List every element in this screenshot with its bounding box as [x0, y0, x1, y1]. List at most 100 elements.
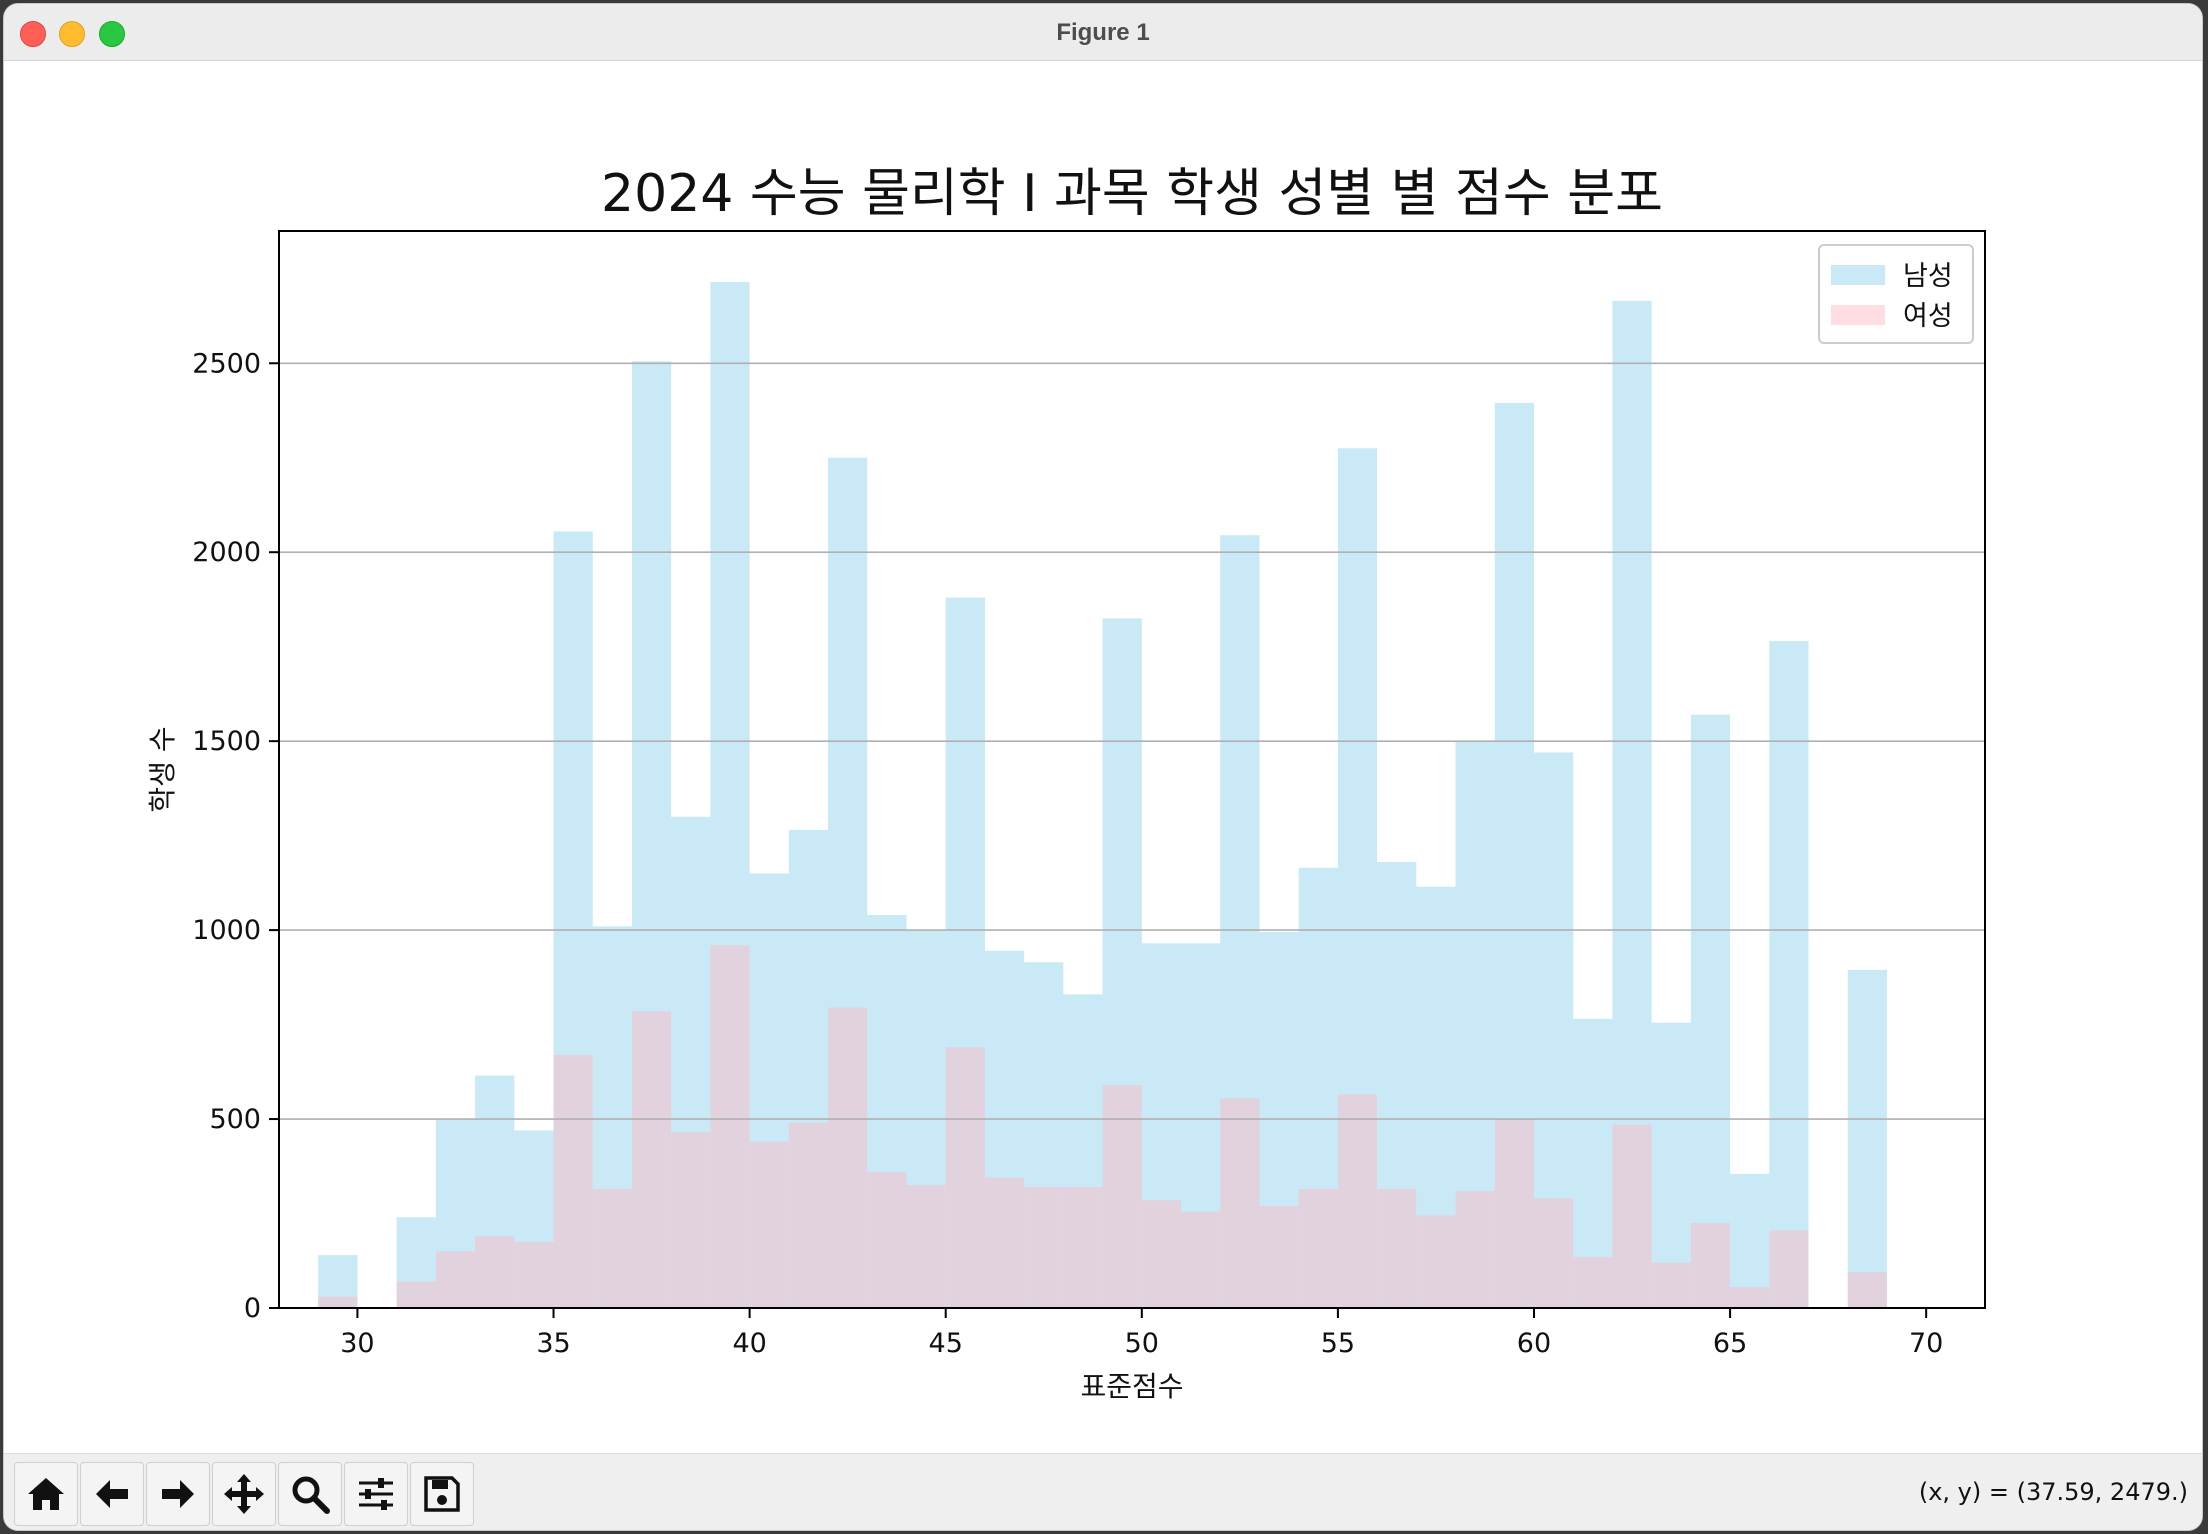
maximize-window-button[interactable] — [99, 21, 125, 47]
chart-title: 2024 수능 물리학 I 과목 학생 성별 별 점수 분포 — [601, 164, 1663, 224]
male-bar — [1416, 886, 1456, 1308]
male-bar — [1377, 862, 1417, 1308]
female-bar — [1298, 1188, 1338, 1308]
title-bar: Figure 1 — [4, 4, 2202, 61]
female-bar — [1337, 1094, 1378, 1308]
male-bar — [1769, 641, 1809, 1308]
back-button[interactable] — [80, 1462, 144, 1526]
male-bar — [1612, 300, 1652, 1308]
figure-window: Figure 1 0 500 1000 1500 2000 2500 30 35 40 45 50 5… — [4, 4, 2202, 1530]
male-bar — [396, 1217, 436, 1308]
forward-button[interactable] — [146, 1462, 210, 1526]
male-bar — [671, 816, 711, 1308]
legend-box — [1818, 244, 1974, 344]
female-bar — [1690, 1222, 1731, 1308]
female-bar — [435, 1251, 476, 1308]
y-tick-label: 500 — [209, 1104, 261, 1135]
female-bar — [1063, 1187, 1103, 1308]
x-tick-label: 40 — [732, 1328, 766, 1359]
male-bar — [1730, 1173, 1770, 1308]
female-bar — [945, 1047, 985, 1308]
female-bar — [1220, 1098, 1260, 1308]
configure-subplots-icon — [359, 1478, 393, 1510]
male-bar — [1024, 962, 1064, 1308]
female-bar — [1612, 1124, 1652, 1308]
male-bar — [1220, 535, 1260, 1308]
y-tick-label: 0 — [244, 1293, 261, 1324]
male-bar — [1259, 931, 1299, 1308]
male-bar — [1337, 448, 1378, 1309]
female-bar — [1455, 1190, 1495, 1308]
home-icon — [28, 1478, 64, 1510]
male-bar — [828, 457, 868, 1309]
male-bar — [1102, 618, 1142, 1308]
minimize-window-button[interactable] — [59, 21, 85, 47]
female-bar — [553, 1054, 593, 1308]
pan-button[interactable] — [212, 1462, 276, 1526]
x-axis-label: 표준점수 — [1080, 1370, 1183, 1403]
close-window-button[interactable] — [20, 21, 46, 47]
male-bar — [475, 1075, 515, 1308]
male-bar — [1690, 714, 1731, 1308]
navigation-toolbar: (x, y) = (37.59, 2479.) — [4, 1453, 2202, 1530]
legend-swatch — [1831, 265, 1885, 285]
zoom-button[interactable] — [278, 1462, 342, 1526]
legend-label: 남성 — [1903, 261, 1953, 292]
plot-frame — [278, 230, 1986, 1309]
x-tick-label: 55 — [1321, 1328, 1355, 1359]
forward-arrow-icon — [162, 1480, 194, 1508]
female-bar — [1573, 1256, 1613, 1308]
female-bar — [1651, 1262, 1691, 1308]
female-bar — [1141, 1200, 1182, 1308]
male-bar — [592, 926, 632, 1308]
male-bar — [1573, 1018, 1613, 1308]
legend-label: 여성 — [1903, 301, 1953, 332]
female-bar — [1024, 1187, 1064, 1308]
female-bar — [828, 1007, 868, 1308]
cursor-coordinates: (x, y) = (37.59, 2479.) — [1918, 1478, 2188, 1506]
female-bar — [984, 1177, 1025, 1308]
x-tick-label: 60 — [1517, 1328, 1551, 1359]
y-tick-label: 2000 — [192, 537, 261, 568]
configure-subplots-button[interactable] — [344, 1462, 408, 1526]
female-bar — [1416, 1215, 1456, 1308]
zoom-icon — [292, 1476, 330, 1514]
male-bar — [318, 1255, 358, 1308]
male-bar — [1494, 402, 1534, 1308]
male-bar — [945, 597, 985, 1308]
back-arrow-icon — [96, 1480, 128, 1508]
male-bar — [1141, 943, 1182, 1308]
x-tick-label: 45 — [929, 1328, 963, 1359]
female-bar — [396, 1281, 436, 1308]
x-tick-label: 30 — [340, 1328, 374, 1359]
y-tick-label: 1500 — [192, 726, 261, 757]
male-bar — [1651, 1022, 1691, 1308]
female-bar — [671, 1132, 711, 1308]
male-bar — [631, 361, 672, 1309]
female-bar — [514, 1241, 554, 1308]
male-bar — [788, 829, 829, 1308]
female-bar — [1847, 1272, 1887, 1308]
window-title: Figure 1 — [1056, 19, 1150, 46]
female-bar — [1533, 1198, 1574, 1308]
home-button[interactable] — [14, 1462, 78, 1526]
female-bar — [1259, 1205, 1299, 1308]
female-bar — [906, 1185, 946, 1308]
male-bar — [553, 531, 593, 1308]
male-bar — [1533, 752, 1574, 1308]
legend-swatch — [1831, 305, 1885, 325]
male-bar — [435, 1119, 476, 1308]
female-bar — [592, 1188, 632, 1308]
male-bar — [514, 1130, 554, 1308]
pan-icon — [224, 1474, 264, 1514]
figure-canvas[interactable]: 0 500 1000 1500 2000 2500 30 35 40 45 50 55 60 65 70 20… — [4, 61, 2202, 1461]
y-tick-label: 1000 — [192, 915, 261, 946]
male-bar — [1847, 969, 1887, 1308]
y-axis-label: 학생 수 — [146, 726, 179, 812]
male-bar — [1298, 867, 1338, 1308]
x-tick-label: 65 — [1713, 1328, 1747, 1359]
male-bar — [710, 282, 750, 1308]
female-bar — [1769, 1230, 1809, 1308]
save-button[interactable] — [410, 1462, 474, 1526]
female-bar — [788, 1122, 829, 1308]
